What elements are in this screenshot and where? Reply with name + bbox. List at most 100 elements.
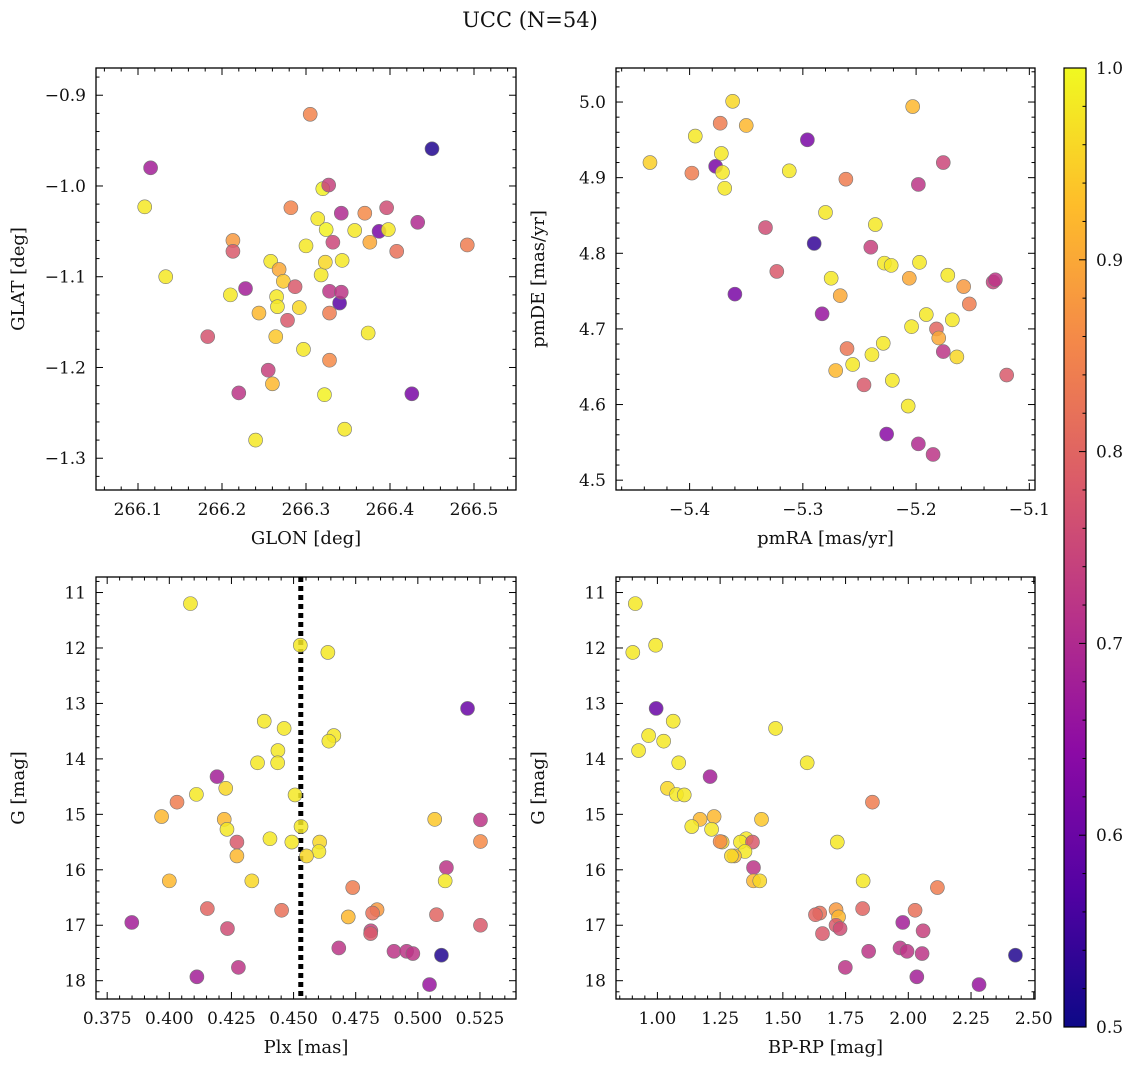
scatter-point: [321, 733, 337, 749]
scatter-point: [162, 873, 177, 889]
axes-frame: [615, 576, 1036, 1000]
x-axis-label: GLON [deg]: [251, 528, 361, 549]
scatter-point: [292, 637, 308, 653]
scatter-point: [357, 205, 373, 221]
scatter-point: [935, 344, 951, 359]
scatter-point: [331, 940, 347, 956]
scatter-point: [861, 944, 876, 959]
x-tick-label: 266.3: [282, 500, 331, 520]
scatter-point: [298, 238, 314, 254]
panel-pmra-pmde: −5.4 −5.3 −5.2 −5.1 5.0 4.9 4.8 4.7 4.6 4.5 pmRA […: [528, 67, 1050, 549]
scatter-point: [322, 352, 337, 368]
scatter-point: [317, 387, 332, 403]
scatter-point: [231, 960, 246, 975]
scatter-point: [911, 436, 926, 452]
x-tick-label: −5.4: [669, 500, 710, 520]
scatter-point: [379, 200, 394, 216]
scatter-point: [225, 244, 241, 259]
scatter-point: [806, 236, 822, 251]
scatter-point: [962, 296, 977, 312]
scatter-point: [439, 860, 454, 875]
scatter-point: [424, 141, 440, 157]
scatter-point: [911, 177, 926, 192]
scatter-point: [318, 222, 334, 237]
scatter-point: [437, 873, 453, 889]
scatter-point: [855, 873, 871, 889]
panel-glon-glat: 266.1 266.2 266.3 266.4 266.5 −0.9 −1.0 −1.1 −1.…: [8, 67, 517, 549]
scatter-point: [758, 220, 773, 235]
scatter-point: [935, 155, 951, 170]
scatter-point: [925, 447, 941, 462]
scatter-point: [687, 128, 703, 144]
x-tick-label: 266.1: [114, 500, 163, 520]
scatter-point: [322, 305, 337, 321]
y-tick-label: 13: [584, 694, 606, 714]
scatter-point: [631, 743, 646, 758]
scatter-point: [460, 701, 475, 716]
scatter-point: [302, 106, 318, 122]
x-tick-label: −5.1: [1009, 500, 1050, 520]
scatter-point: [684, 819, 700, 834]
scatter-point: [712, 834, 728, 849]
scatter-point: [814, 306, 830, 322]
scatter-point: [823, 270, 839, 286]
scatter-point: [260, 362, 276, 378]
scatter-point: [768, 721, 783, 736]
scatter-point: [746, 860, 761, 875]
panel-plx-g: 0.375 0.400 0.425 0.450 0.475 0.500 0.525 11 12 1…: [8, 576, 517, 1058]
y-tick-label: 4.9: [579, 169, 606, 189]
scatter-point: [270, 299, 285, 314]
scatter-point: [363, 926, 378, 941]
scatter-point: [473, 834, 488, 849]
scatter-point: [931, 330, 947, 346]
y-tick-label: 4.8: [579, 244, 606, 264]
y-axis-label: G [mag]: [528, 751, 549, 824]
scatter-point: [154, 809, 169, 824]
y-tick-label: −1.1: [45, 268, 86, 288]
scatter-point: [429, 907, 444, 923]
x-tick-label: −5.2: [895, 500, 936, 520]
scatter-point: [999, 367, 1014, 383]
scatter-point: [856, 377, 872, 393]
scatter-point: [808, 907, 823, 923]
scatter-point: [231, 385, 247, 401]
scatter-point: [799, 755, 815, 771]
scatter-point: [347, 223, 363, 238]
scatter-point: [248, 432, 263, 448]
scatter-point: [971, 977, 987, 992]
scatter-point: [909, 969, 925, 985]
scatter-point: [345, 880, 361, 895]
scatter-point: [706, 809, 722, 824]
scatter-point: [754, 812, 769, 827]
scatter-point: [845, 357, 860, 372]
scatter-point: [838, 171, 854, 187]
colorbar-tick-label: 0.8: [1096, 443, 1123, 463]
x-tick-label: 1.25: [701, 1009, 739, 1029]
scatter-point: [405, 946, 421, 961]
y-tick-label: −1.0: [45, 177, 86, 197]
scatter-point: [665, 713, 681, 729]
scatter-point: [712, 115, 728, 131]
scatter-point: [143, 160, 158, 176]
scatter-point: [200, 329, 216, 344]
scatter-point: [427, 812, 443, 827]
y-tick-label: 11: [584, 584, 606, 604]
scatter-point: [875, 335, 891, 351]
scatter-point: [864, 347, 880, 362]
scatter-point: [473, 917, 488, 933]
colorbar-tick-label: 0.7: [1096, 634, 1123, 654]
scatter-point: [313, 267, 329, 283]
y-axis-label: G [mag]: [8, 751, 29, 824]
scatter-point: [158, 269, 174, 285]
scatter-point: [904, 319, 919, 334]
y-tick-label: 18: [64, 972, 86, 992]
scatter-point: [274, 902, 289, 918]
scatter-point: [949, 349, 965, 365]
colorbar-tick-label: 0.6: [1096, 826, 1123, 846]
y-tick-label: 18: [584, 972, 606, 992]
scatter-point: [738, 118, 754, 133]
scatter-point: [321, 177, 336, 193]
axes-frame: [95, 576, 517, 1000]
x-tick-label: 0.375: [83, 1009, 132, 1029]
scatter-point: [238, 281, 253, 296]
